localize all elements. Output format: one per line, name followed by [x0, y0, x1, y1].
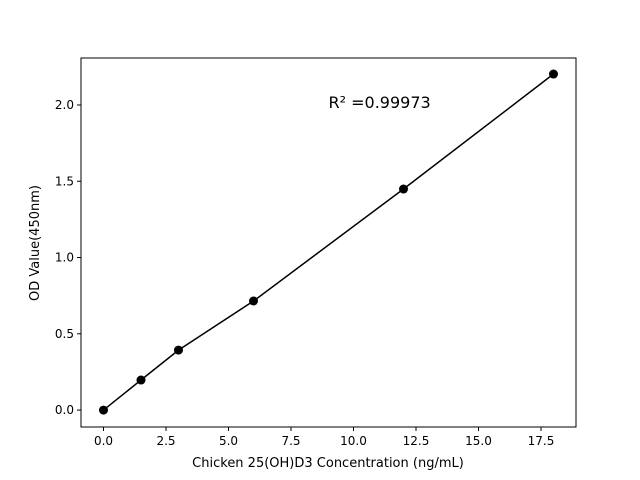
- data-point: [549, 69, 558, 79]
- x-tick-label: 10.0: [340, 434, 367, 448]
- y-axis-label: OD Value(450nm): [28, 185, 43, 301]
- plot-frame: [80, 57, 577, 428]
- data-point: [399, 184, 408, 194]
- x-axis: 0.0 2.5 5.0 7.5 10.0 12.5 15.0 17.5: [94, 427, 554, 448]
- data-point: [136, 375, 146, 385]
- x-tick-label: 17.5: [528, 434, 555, 448]
- x-tick-label: 7.5: [281, 434, 300, 448]
- x-tick-label: 0.0: [94, 434, 113, 448]
- y-tick-label: 1.0: [55, 251, 74, 265]
- y-tick-label: 2.0: [55, 98, 74, 112]
- x-tick-label: 15.0: [465, 434, 492, 448]
- y-tick-label: 0.0: [55, 403, 74, 417]
- x-tick-label: 12.5: [403, 434, 430, 448]
- y-tick-label: 1.5: [55, 174, 74, 188]
- r-squared-annotation: R² =0.99973: [329, 93, 431, 112]
- data-point: [249, 296, 258, 306]
- series-line: [103, 73, 554, 411]
- y-tick-label: 0.5: [55, 327, 74, 341]
- x-tick-label: 5.0: [219, 434, 238, 448]
- series-points: [99, 69, 558, 415]
- data-point: [174, 345, 183, 355]
- x-axis-label: Chicken 25(OH)D3 Concentration (ng/mL): [192, 456, 464, 471]
- x-tick-label: 2.5: [156, 434, 175, 448]
- data-point: [99, 405, 108, 415]
- y-axis: 0.0 0.5 1.0 1.5 2.0: [55, 98, 81, 417]
